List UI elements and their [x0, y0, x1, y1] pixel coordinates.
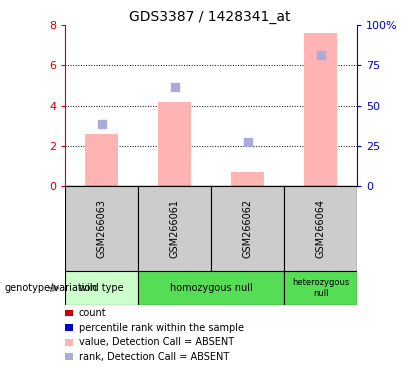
Text: GSM266061: GSM266061	[170, 199, 180, 258]
Text: count: count	[79, 308, 106, 318]
Text: GSM266063: GSM266063	[97, 199, 107, 258]
Point	[171, 84, 178, 91]
Bar	[284, 186, 357, 271]
Point	[317, 52, 324, 58]
Point	[98, 121, 105, 127]
Text: heterozygous
null: heterozygous null	[292, 278, 349, 298]
Bar	[65, 186, 138, 271]
Text: rank, Detection Call = ABSENT: rank, Detection Call = ABSENT	[79, 352, 229, 362]
Bar	[231, 172, 264, 186]
Bar	[138, 271, 284, 305]
Text: GDS3387 / 1428341_at: GDS3387 / 1428341_at	[129, 10, 291, 23]
Bar	[65, 271, 138, 305]
Bar	[284, 271, 357, 305]
Text: value, Detection Call = ABSENT: value, Detection Call = ABSENT	[79, 337, 234, 347]
Text: GSM266064: GSM266064	[315, 199, 326, 258]
Text: genotype/variation: genotype/variation	[4, 283, 97, 293]
Text: percentile rank within the sample: percentile rank within the sample	[79, 323, 244, 333]
Text: wild type: wild type	[79, 283, 124, 293]
Bar	[158, 102, 191, 186]
Bar	[304, 33, 337, 186]
Bar	[138, 186, 211, 271]
Text: homozygous null: homozygous null	[170, 283, 252, 293]
Bar	[211, 186, 284, 271]
Point	[244, 139, 251, 145]
Bar	[85, 134, 118, 186]
Text: GSM266062: GSM266062	[242, 199, 252, 258]
